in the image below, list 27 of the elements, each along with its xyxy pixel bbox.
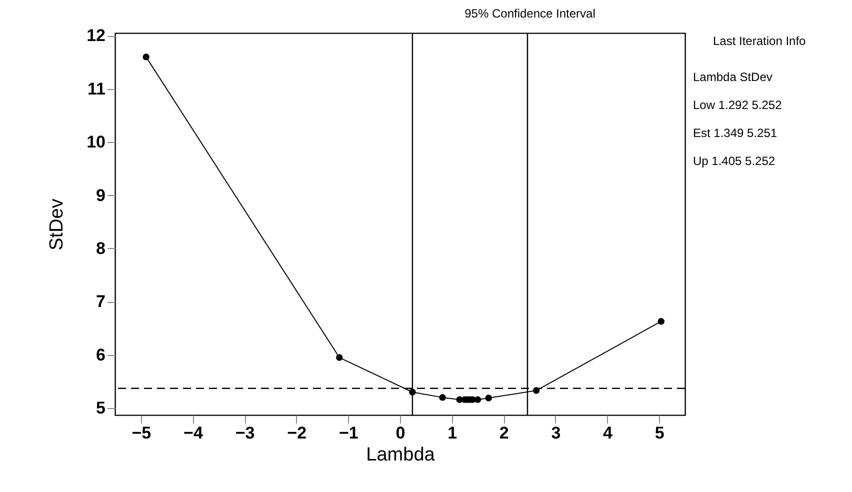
y-tick-label: 10 <box>86 132 106 152</box>
x-tick-label: −5 <box>132 424 152 442</box>
y-tick-label: 6 <box>96 345 106 364</box>
x-tick-label: −2 <box>287 424 307 442</box>
x-axis-title: Lambda <box>366 444 436 466</box>
x-tick-label: 1 <box>448 424 458 442</box>
x-tick-label: −1 <box>338 424 358 442</box>
x-tick-label: 3 <box>551 424 561 442</box>
x-tick-label: −4 <box>184 424 204 442</box>
x-tick-label: 0 <box>396 424 406 442</box>
text: Lambda StDev <box>693 70 772 84</box>
x-tick-label: 2 <box>499 424 509 442</box>
y-tick-label: 5 <box>96 398 106 418</box>
x-tick-label: 5 <box>654 424 664 442</box>
text: Low 1.292 5.252 <box>693 98 782 112</box>
chart-title: 95% Confidence Interval <box>464 6 596 21</box>
y-axis-title: StDev <box>46 198 68 250</box>
text: Last Iteration Info <box>713 34 806 48</box>
x-tick-label: 4 <box>603 424 614 442</box>
text: Up 1.405 5.252 <box>693 154 776 168</box>
y-tick-label: 8 <box>96 238 106 258</box>
x-tick-label: −3 <box>235 424 255 442</box>
y-tick-label: 9 <box>96 186 106 205</box>
y-tick-label: 11 <box>88 79 106 98</box>
y-tick-label: 7 <box>96 292 106 312</box>
y-tick-label: 12 <box>86 26 106 46</box>
text: Est 1.349 5.251 <box>693 126 778 140</box>
